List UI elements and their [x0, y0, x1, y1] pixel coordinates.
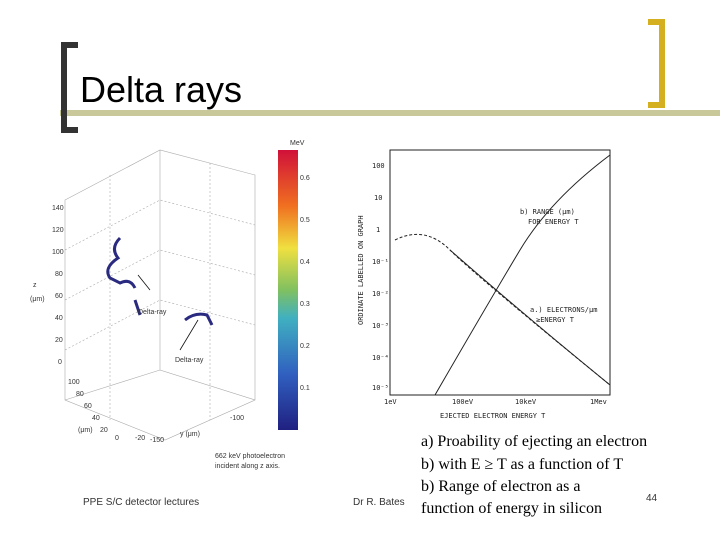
- curve-label: a.) ELECTRONS/μm: [530, 306, 597, 314]
- x-axis-label: EJECTED ELECTRON ENERGY T: [440, 412, 546, 420]
- tick: 10⁻¹: [372, 258, 389, 266]
- tick: 0: [115, 435, 119, 442]
- caption-line: function of energy in silicon: [421, 500, 602, 517]
- tick: 100: [52, 249, 64, 256]
- annotation: Delta-ray: [175, 357, 204, 364]
- curve-label: ≥ENERGY T: [536, 316, 575, 324]
- title-decor: [60, 19, 720, 133]
- tick: 0.1: [300, 385, 310, 392]
- tick: 120: [52, 227, 64, 234]
- tick: 10⁻⁵: [372, 384, 389, 392]
- footer-left: PPE S/C detector lectures: [83, 497, 199, 508]
- tick: 0.3: [300, 301, 310, 308]
- tick: 140: [52, 205, 64, 212]
- right-y-ticks: 100 10 1 10⁻¹ 10⁻² 10⁻³ 10⁻⁴ 10⁻⁵: [372, 162, 389, 392]
- tick: 1: [376, 226, 380, 234]
- tick: 40: [55, 315, 63, 322]
- tick: 1eV: [384, 398, 397, 406]
- curve-label: FOR ENERGY T: [528, 218, 579, 226]
- left-figure: [64, 149, 298, 441]
- footer-center: Dr R. Bates: [353, 497, 405, 508]
- caption-line: a) Proability of ejecting an electron: [421, 433, 647, 450]
- tick: 80: [55, 271, 63, 278]
- x-unit: (μm): [78, 427, 93, 434]
- z-unit: (μm): [30, 296, 45, 303]
- note: incident along z axis.: [215, 463, 280, 470]
- tick: -100: [230, 415, 244, 422]
- caption-line: b) Range of electron as a: [421, 478, 580, 495]
- tick: 40: [92, 415, 100, 422]
- tick: -20: [135, 435, 145, 442]
- z-ticks: 140 120 100 80 60 40 20 0: [52, 205, 64, 366]
- tick: 10⁻²: [372, 290, 389, 298]
- annotation: Delta-ray: [138, 309, 167, 316]
- right-x-ticks: 1eV 100eV 10keV 1Mev: [384, 398, 607, 406]
- tick: 0.4: [300, 259, 310, 266]
- x-ticks: 100 80 60 40 20 0 -20: [68, 379, 145, 442]
- title: Delta rays: [80, 69, 242, 110]
- tick: 10keV: [515, 398, 537, 406]
- curve-label: b) RANGE (μm): [520, 208, 575, 216]
- tick: 1Mev: [590, 398, 607, 406]
- caption: a) Proability of ejecting an electron b)…: [421, 433, 647, 517]
- right-figure: [389, 149, 611, 396]
- tick: -150: [150, 437, 164, 444]
- colorbar-ticks: 0.6 0.5 0.4 0.3 0.2 0.1: [300, 175, 310, 392]
- colorbar-unit: MeV: [290, 140, 305, 147]
- page-number: 44: [646, 493, 658, 504]
- caption-line: b) with E ≥ T as a function of T: [421, 456, 623, 473]
- tick: 100: [68, 379, 80, 386]
- tick: 20: [100, 427, 108, 434]
- y-label: y (μm): [180, 431, 200, 438]
- z-label: z: [33, 282, 37, 289]
- note: 662 keV photoelectron: [215, 453, 285, 460]
- tick: 10⁻³: [372, 322, 389, 330]
- tick: 100eV: [452, 398, 474, 406]
- tick: 0.5: [300, 217, 310, 224]
- tick: 60: [84, 403, 92, 410]
- tick: 100: [372, 162, 385, 170]
- tick: 20: [55, 337, 63, 344]
- tick: 10⁻⁴: [372, 354, 389, 362]
- tick: 60: [55, 293, 63, 300]
- tick: 80: [76, 391, 84, 398]
- tick: 0: [58, 359, 62, 366]
- y-axis-label: ORDINATE LABELLED ON GRAPH: [357, 215, 365, 325]
- tick: 0.6: [300, 175, 310, 182]
- tick: 0.2: [300, 343, 310, 350]
- tick: 10: [374, 194, 382, 202]
